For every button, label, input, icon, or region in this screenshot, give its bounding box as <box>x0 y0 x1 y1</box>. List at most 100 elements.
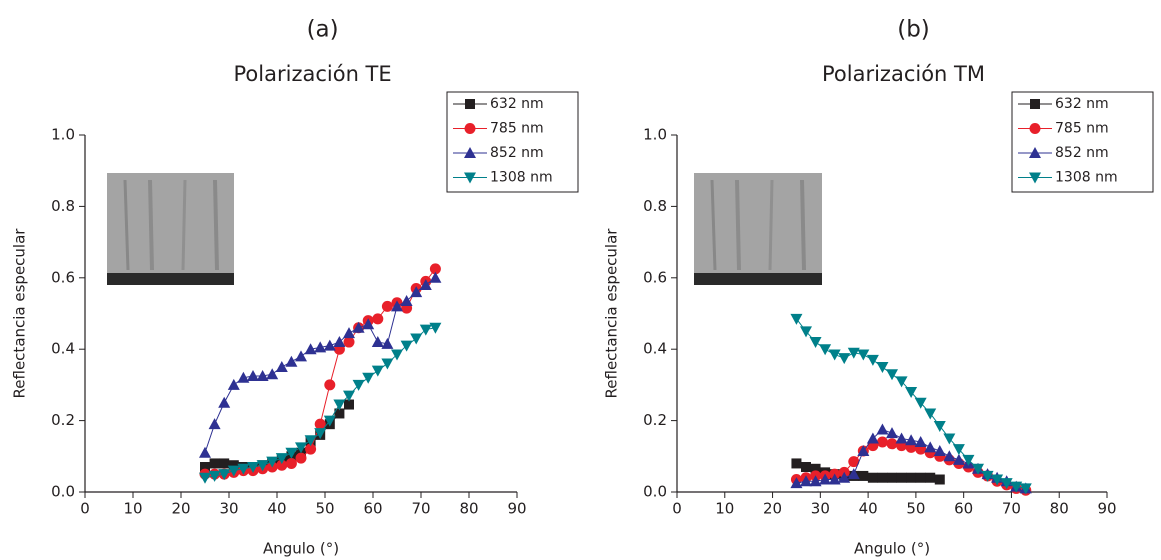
marker <box>952 444 965 456</box>
marker <box>285 457 297 469</box>
y-tick-label: 0.4 <box>643 340 667 358</box>
marker <box>362 372 375 384</box>
x-tick-label: 0 <box>80 500 90 518</box>
marker <box>285 355 298 367</box>
marker <box>887 472 897 483</box>
marker <box>276 459 288 471</box>
marker <box>943 450 956 462</box>
marker <box>429 263 441 275</box>
marker <box>914 436 927 448</box>
marker <box>858 470 869 481</box>
x-tick-label: 50 <box>906 500 925 518</box>
x-tick-label: 40 <box>859 500 878 518</box>
marker <box>295 350 307 362</box>
marker <box>208 418 221 430</box>
marker <box>905 434 918 446</box>
marker <box>371 336 384 348</box>
marker <box>410 286 423 298</box>
marker <box>790 313 803 325</box>
marker <box>314 428 327 440</box>
x-tick-label: 90 <box>507 500 526 518</box>
marker <box>333 399 346 411</box>
y-tick-label: 0.8 <box>643 197 667 215</box>
marker <box>933 444 946 456</box>
marker <box>266 456 279 468</box>
marker <box>925 472 936 483</box>
marker <box>828 349 841 361</box>
marker <box>419 324 432 336</box>
marker <box>227 378 240 390</box>
marker <box>838 471 851 483</box>
marker <box>934 474 945 485</box>
marker <box>991 474 1004 486</box>
marker <box>857 444 870 456</box>
marker <box>924 441 937 453</box>
x-tick-label: 80 <box>1050 500 1069 518</box>
marker <box>886 438 898 450</box>
marker <box>1000 478 1013 490</box>
marker <box>352 321 365 333</box>
marker <box>314 341 327 353</box>
x-axis-label: Angulo (°) <box>263 540 339 558</box>
marker <box>809 475 822 487</box>
marker <box>464 123 476 134</box>
x-tick-label: 40 <box>267 500 286 518</box>
y-tick-label: 0.2 <box>643 411 667 429</box>
marker <box>314 418 326 430</box>
marker <box>275 361 288 373</box>
x-tick-label: 70 <box>1002 500 1021 518</box>
x-tick-label: 10 <box>715 500 734 518</box>
marker <box>256 369 269 381</box>
marker <box>943 433 956 445</box>
marker <box>933 420 946 432</box>
y-tick-label: 0.6 <box>643 268 667 286</box>
marker <box>352 379 365 391</box>
chart-title: Polarización TM <box>822 62 985 86</box>
panel-label: (b) <box>897 17 930 43</box>
y-tick-label: 0.0 <box>643 483 667 501</box>
marker <box>819 473 832 485</box>
x-tick-label: 20 <box>763 500 782 518</box>
marker <box>876 362 889 374</box>
marker <box>199 472 211 484</box>
marker <box>914 397 927 409</box>
marker <box>866 432 879 444</box>
marker <box>1019 483 1032 495</box>
marker <box>800 475 812 487</box>
panel-label: (a) <box>307 17 339 43</box>
marker <box>848 456 860 468</box>
marker <box>895 432 908 444</box>
marker <box>323 415 336 427</box>
marker <box>464 172 476 184</box>
marker <box>305 443 317 455</box>
y-tick-label: 0.8 <box>51 197 75 215</box>
x-tick-label: 20 <box>171 500 190 518</box>
x-tick-label: 60 <box>954 500 973 518</box>
y-tick-label: 1.0 <box>51 126 75 144</box>
marker <box>419 278 432 290</box>
marker <box>886 427 898 439</box>
marker <box>285 447 298 459</box>
x-tick-label: 30 <box>811 500 830 518</box>
marker <box>1029 123 1041 134</box>
y-tick-label: 1.0 <box>643 126 667 144</box>
marker <box>266 368 279 380</box>
legend-label: 632 nm <box>1055 96 1109 112</box>
marker <box>809 337 822 349</box>
marker <box>876 436 888 448</box>
marker <box>304 435 317 447</box>
marker <box>972 463 984 475</box>
marker <box>343 327 355 339</box>
marker <box>218 396 231 408</box>
y-tick-label: 0.4 <box>51 340 75 358</box>
legend-label: 1308 nm <box>1055 170 1118 186</box>
marker <box>981 470 994 482</box>
marker <box>247 369 259 381</box>
marker <box>333 336 346 348</box>
chart-title: Polarización TE <box>234 62 392 86</box>
marker <box>465 99 475 109</box>
marker <box>857 349 870 361</box>
marker <box>819 344 832 356</box>
marker <box>227 465 240 477</box>
